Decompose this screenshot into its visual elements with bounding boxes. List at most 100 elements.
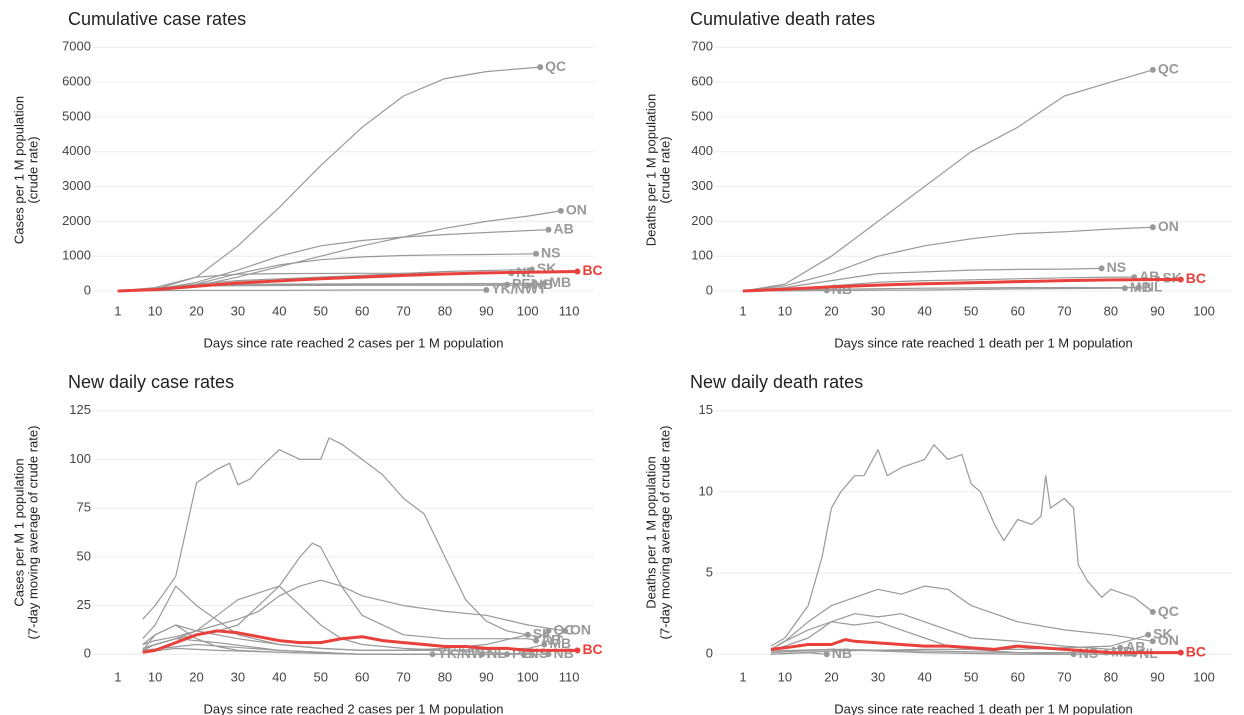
x-tick-label: 90 <box>1150 669 1164 684</box>
x-axis-label: Days since rate reached 2 cases per 1 M … <box>204 335 504 350</box>
y-tick-label: 500 <box>691 108 713 123</box>
x-tick-label: 40 <box>272 303 286 318</box>
y-axis-label: (7-day moving average of crude rate) <box>25 426 40 640</box>
y-tick-label: 600 <box>691 73 713 88</box>
series-line <box>742 267 1102 292</box>
y-tick-label: 15 <box>699 402 713 417</box>
x-tick-label: 100 <box>1193 303 1215 318</box>
series-label: SK <box>533 625 552 641</box>
end-point <box>533 250 540 257</box>
series-label: SK <box>1153 625 1172 641</box>
y-axis-label: (7-day moving average of crude rate) <box>657 426 672 640</box>
series-label: QC <box>1158 603 1179 619</box>
series-line <box>142 437 549 638</box>
x-tick-label: 60 <box>1011 669 1025 684</box>
x-tick-label: 110 <box>559 669 580 684</box>
y-axis-label: Deaths per 1 M population <box>643 94 658 246</box>
end-point <box>545 651 552 658</box>
series-line <box>770 652 827 655</box>
series-line <box>117 66 541 292</box>
y-tick-label: 0 <box>84 646 91 661</box>
series-label: ON <box>1158 218 1179 234</box>
series-line <box>742 69 1153 292</box>
x-tick-label: 50 <box>964 669 978 684</box>
x-axis-label: Days since rate reached 1 death per 1 M … <box>834 335 1132 350</box>
end-point <box>1121 285 1128 292</box>
series-label: ON <box>1158 632 1179 648</box>
series-label: PEI <box>512 645 535 661</box>
y-tick-label: 400 <box>691 143 713 158</box>
y-tick-label: 100 <box>69 451 91 466</box>
end-point <box>557 207 564 214</box>
y-tick-label: 700 <box>691 39 713 54</box>
x-tick-label: 10 <box>148 669 162 684</box>
y-tick-label: 2000 <box>62 213 91 228</box>
end-point <box>1117 644 1124 651</box>
series-line <box>770 585 1153 650</box>
x-tick-label: 80 <box>438 669 452 684</box>
x-tick-label: 60 <box>1011 303 1025 318</box>
x-tick-label: 70 <box>1057 669 1071 684</box>
series-label: SK <box>1162 270 1181 286</box>
x-axis-label: Days since rate reached 2 cases per 1 M … <box>204 701 504 715</box>
series-line <box>770 648 1135 655</box>
end-point <box>524 631 531 638</box>
y-tick-label: 3000 <box>62 178 91 193</box>
x-tick-label: 30 <box>231 303 245 318</box>
end-point <box>1149 66 1156 73</box>
series-label: MB <box>549 635 571 651</box>
x-tick-label: 100 <box>1193 669 1215 684</box>
y-tick-label: 1000 <box>62 248 91 263</box>
series-line <box>770 638 1181 655</box>
x-tick-label: 90 <box>479 303 493 318</box>
y-tick-label: 100 <box>691 248 713 263</box>
y-axis-label: (crude rate) <box>25 136 40 203</box>
x-tick-label: 50 <box>964 303 978 318</box>
panel-title: New daily case rates <box>68 372 234 392</box>
x-tick-label: 70 <box>396 303 410 318</box>
panel-title: New daily death rates <box>690 372 863 392</box>
x-tick-label: 100 <box>517 669 539 684</box>
end-point <box>1145 631 1152 638</box>
end-point <box>1135 284 1142 291</box>
series-line <box>770 613 1121 652</box>
y-tick-label: 5000 <box>62 108 91 123</box>
y-tick-label: 4000 <box>62 143 91 158</box>
end-point <box>1098 265 1105 272</box>
y-tick-label: 75 <box>77 500 91 515</box>
x-tick-label: 1 <box>739 669 746 684</box>
x-axis-label: Days since rate reached 1 death per 1 M … <box>834 701 1132 715</box>
series-label: AB <box>553 220 573 236</box>
end-point <box>545 226 552 233</box>
panel-title: Cumulative death rates <box>690 9 875 29</box>
y-tick-label: 300 <box>691 178 713 193</box>
series-label: BC <box>1186 270 1206 286</box>
series-label: BC <box>582 641 602 657</box>
series-line <box>742 226 1153 292</box>
end-point <box>823 287 830 294</box>
series-line <box>742 278 1181 293</box>
y-tick-label: 25 <box>77 597 91 612</box>
series-label: NS <box>1107 259 1126 275</box>
series-line <box>117 289 487 292</box>
series-line <box>142 629 578 654</box>
y-axis-label: Deaths per 1 M population <box>643 456 658 608</box>
series-label: BC <box>582 262 602 278</box>
series-line <box>770 621 1074 655</box>
y-tick-label: 0 <box>706 646 713 661</box>
x-tick-label: 1 <box>739 303 746 318</box>
x-tick-label: 30 <box>871 669 885 684</box>
end-point <box>562 627 569 634</box>
panel: New daily death rates Deaths per 1 M popu… <box>643 372 1232 715</box>
x-tick-label: 10 <box>148 303 162 318</box>
end-point <box>1177 276 1184 283</box>
y-tick-label: 50 <box>77 548 91 563</box>
y-tick-label: 0 <box>706 282 713 297</box>
end-point <box>533 637 540 644</box>
panel: Cumulative case rates Cases per 1 M popul… <box>11 9 602 351</box>
series-label: QC <box>1158 61 1179 77</box>
x-tick-label: 20 <box>824 669 838 684</box>
series-label: AB <box>1125 638 1145 654</box>
series-line <box>770 444 1154 647</box>
y-axis-label: Cases per 1 M population <box>11 96 26 244</box>
